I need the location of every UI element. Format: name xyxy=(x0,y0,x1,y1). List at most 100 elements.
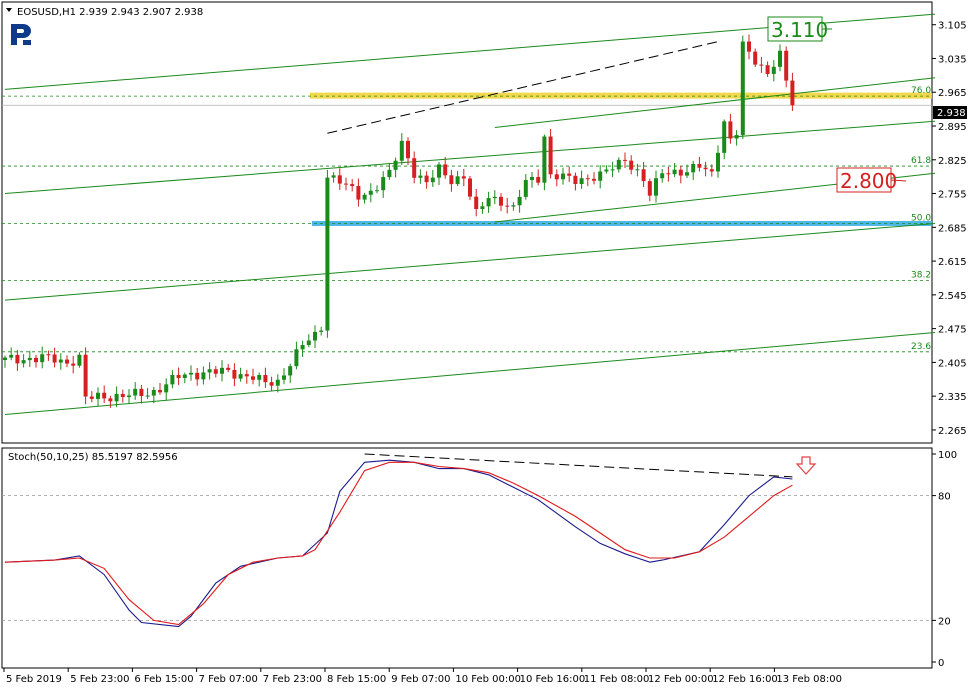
candle-body xyxy=(325,177,330,331)
time-axis-label: 7 Feb 07:00 xyxy=(199,674,258,685)
candle-body xyxy=(747,41,751,52)
candle-body xyxy=(511,205,516,207)
target-down-label: 2.800 xyxy=(836,167,907,193)
candle-body xyxy=(387,169,392,178)
candle-body xyxy=(455,176,460,185)
stoch-divergence-line xyxy=(364,453,793,478)
stoch-axis-label: 0 xyxy=(938,658,944,669)
candle-body xyxy=(554,174,559,180)
candle-body xyxy=(331,175,336,178)
candle-body xyxy=(368,190,373,195)
candle-body xyxy=(40,354,45,363)
candle-body xyxy=(337,175,342,184)
fib-level-label: 23.6 xyxy=(911,342,931,352)
candle-body xyxy=(133,388,138,396)
candle-body xyxy=(598,171,603,181)
candle-body xyxy=(635,169,640,171)
candle-body xyxy=(740,41,745,136)
current-price-tag: 2.938 xyxy=(933,106,967,119)
price-axis-label: 2.685 xyxy=(938,223,967,234)
candle-body xyxy=(778,50,782,67)
candle-body xyxy=(201,372,206,380)
price-axis-label: 2.895 xyxy=(938,122,967,133)
candle-body xyxy=(350,184,355,187)
candle-body xyxy=(362,194,367,200)
candle-body xyxy=(523,180,528,197)
candle-body xyxy=(579,178,584,184)
candle-body xyxy=(158,389,162,393)
candle-body xyxy=(666,173,671,175)
candle-body xyxy=(238,374,243,379)
axis-layer: 3.105 3.035 2.965 2.895 2.825 2.755 2.685 2.615… xyxy=(3,21,967,685)
candle-body xyxy=(604,169,609,172)
candle-body xyxy=(443,164,448,176)
candle-body xyxy=(21,360,26,364)
candle-body xyxy=(784,50,789,81)
candle-body xyxy=(189,372,193,375)
candle-body xyxy=(654,178,658,196)
candle-body xyxy=(96,392,100,399)
candle-body xyxy=(449,175,454,185)
candle-body xyxy=(399,140,404,161)
dropdown-triangle-icon[interactable] xyxy=(6,8,12,12)
candle-body xyxy=(765,65,770,74)
candle-body xyxy=(220,367,224,374)
channel-line xyxy=(4,331,936,416)
candle-body xyxy=(300,345,305,350)
fib-level-label: 61.8 xyxy=(911,156,931,166)
candle-body xyxy=(34,357,38,363)
candle-body xyxy=(356,186,361,200)
svg-text:2.800: 2.800 xyxy=(840,169,897,193)
channel-line xyxy=(494,77,936,128)
candle-body xyxy=(170,375,175,385)
channel-line xyxy=(4,120,936,195)
candle-body xyxy=(567,173,572,176)
candle-body xyxy=(672,169,677,175)
candle-body xyxy=(139,388,144,397)
candle-body xyxy=(610,169,615,171)
price-axis-label: 2.405 xyxy=(938,358,967,369)
candle-body xyxy=(461,176,466,179)
candle-body xyxy=(685,172,689,176)
candle-body xyxy=(418,175,423,178)
price-axis-label: 3.105 xyxy=(938,21,967,32)
candle-body xyxy=(393,160,398,170)
candle-body xyxy=(647,181,652,196)
candle-body xyxy=(127,395,131,398)
candle-body xyxy=(536,176,541,183)
time-axis-label: 6 Feb 15:00 xyxy=(134,674,193,685)
candle-body xyxy=(182,374,187,378)
candle-body xyxy=(709,169,714,172)
price-axis-label: 2.265 xyxy=(938,426,967,437)
symbol-header: EOSUSD,H1 2.939 2.943 2.907 2.938 xyxy=(6,7,203,18)
candle-body xyxy=(548,136,553,175)
candle-body xyxy=(753,51,758,65)
down-arrow-icon xyxy=(795,456,817,475)
time-axis-label: 5 Feb 2019 xyxy=(6,674,62,685)
candle-body xyxy=(592,178,596,181)
target-up-label: 3.110 xyxy=(767,16,832,42)
candle-body xyxy=(46,354,51,356)
price-axis-label: 2.825 xyxy=(938,156,967,167)
candle-body xyxy=(790,80,795,106)
candle-body xyxy=(269,382,274,386)
time-axis-label: 8 Feb 15:00 xyxy=(327,674,386,685)
candle-body xyxy=(703,167,708,170)
trend-line xyxy=(327,41,719,134)
candle-body xyxy=(660,173,665,179)
candle-body xyxy=(27,357,32,361)
candle-body xyxy=(486,198,491,207)
candle-body xyxy=(492,196,497,199)
zone-resistance xyxy=(310,92,932,99)
candle-body xyxy=(344,183,348,185)
candle-body xyxy=(641,169,646,182)
candle-body xyxy=(151,389,156,396)
candle-body xyxy=(734,135,739,139)
stoch-series-signal xyxy=(4,461,793,626)
candle-body xyxy=(505,205,510,207)
price-axis-label: 2.545 xyxy=(938,291,967,302)
candle-body xyxy=(468,178,472,197)
candle-body xyxy=(759,64,764,66)
candle-body xyxy=(585,178,590,180)
candle-body xyxy=(195,372,200,380)
